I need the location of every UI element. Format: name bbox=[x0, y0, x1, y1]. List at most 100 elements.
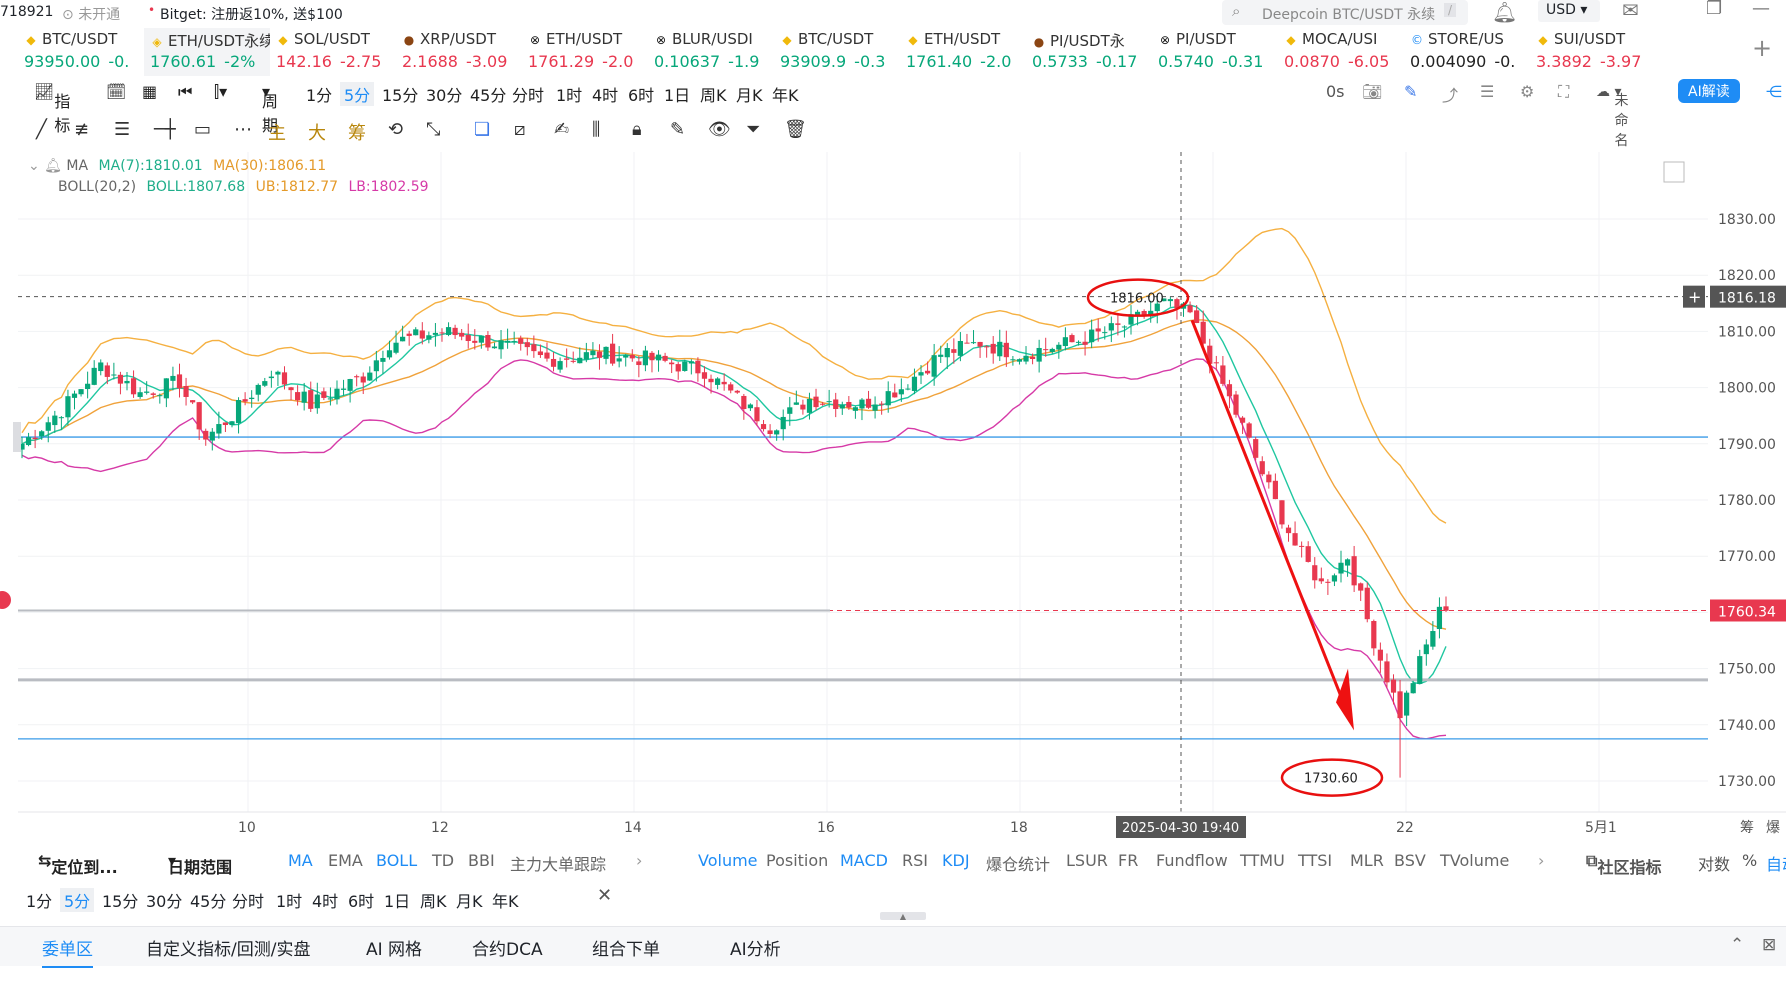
window-icon[interactable]: ❐ bbox=[1706, 0, 1723, 19]
interval-9[interactable]: 1日 bbox=[664, 86, 691, 105]
ticker-5[interactable]: ⊗ BLUR/USDI 0.10637 -1.9 bbox=[648, 28, 774, 76]
main-indicator-0[interactable]: MA bbox=[288, 851, 313, 870]
list-icon[interactable]: ☰ bbox=[1480, 82, 1495, 101]
parallel-lines-icon[interactable]: ≢ bbox=[74, 119, 90, 140]
main-indicators-more-icon[interactable]: › bbox=[636, 851, 643, 870]
ticker-11[interactable]: © STORE/US 0.004090 -0. bbox=[1404, 28, 1530, 76]
sub-indicator-0[interactable]: Volume bbox=[698, 851, 758, 870]
ruler-icon[interactable]: ⧄ bbox=[514, 119, 526, 140]
main-chart-button[interactable]: 主 bbox=[268, 123, 286, 144]
price-chart[interactable]: 1816.00 1730.60 1830.00 1820.00 1810.00 1800.… bbox=[0, 152, 1786, 842]
ai-read-button[interactable]: AI解读 bbox=[1678, 79, 1740, 103]
collapse-icon[interactable]: ⌃ bbox=[1730, 935, 1745, 955]
ticker-1[interactable]: ◈ ETH/USDT永续 1760.61 -2% bbox=[144, 28, 270, 76]
note-icon[interactable]: ✎ bbox=[670, 119, 686, 140]
camera-icon[interactable]: 📷︎ bbox=[1362, 82, 1383, 101]
close-icon[interactable]: ✕ bbox=[597, 885, 613, 906]
replay-icon[interactable]: ⏮ bbox=[178, 82, 193, 101]
interval-5[interactable]: 分时 bbox=[512, 86, 545, 105]
interval2-4[interactable]: 45分 bbox=[190, 892, 227, 911]
ticker-4[interactable]: ⊗ ETH/USDT 1761.29 -2.0 bbox=[522, 28, 648, 76]
locate-button[interactable]: ⇆ 定位到... bbox=[38, 851, 118, 877]
calendar-icon[interactable]: 🗓︎ bbox=[106, 82, 127, 101]
date-range-dropdown[interactable]: 日期范围 ▾ bbox=[168, 851, 233, 877]
brush-icon[interactable]: ✍ bbox=[554, 119, 570, 140]
interval-7[interactable]: 4时 bbox=[592, 86, 619, 105]
sub-indicator-6[interactable]: LSUR bbox=[1066, 851, 1108, 870]
interval-4[interactable]: 45分 bbox=[470, 86, 507, 105]
pencil-icon[interactable]: ✎ bbox=[1404, 82, 1418, 101]
minimize-icon[interactable]: — bbox=[1752, 0, 1770, 19]
share-network-icon[interactable]: ⋲ bbox=[1766, 82, 1782, 101]
interval-12[interactable]: 年K bbox=[772, 86, 799, 105]
main-indicator-2[interactable]: BOLL bbox=[376, 851, 418, 870]
interval-3[interactable]: 30分 bbox=[426, 86, 463, 105]
sub-indicator-4[interactable]: KDJ bbox=[942, 851, 970, 870]
search-input[interactable]: ⌕ Deepcoin BTC/USDT 永续 / bbox=[1222, 0, 1468, 25]
settings-icon[interactable]: ⚙ bbox=[1520, 82, 1535, 101]
sub-indicator-10[interactable]: TTSI bbox=[1298, 851, 1333, 870]
interval2-10[interactable]: 周K bbox=[420, 892, 447, 911]
sub-indicator-11[interactable]: MLR bbox=[1350, 851, 1384, 870]
ticker-6[interactable]: ◆ BTC/USDT 93909.9 -0.3 bbox=[774, 28, 900, 76]
lock-icon[interactable]: 🔒︎ bbox=[632, 119, 642, 140]
sub-indicator-7[interactable]: FR bbox=[1118, 851, 1139, 870]
sub-indicator-9[interactable]: TTMU bbox=[1240, 851, 1285, 870]
add-ticker-icon[interactable]: + bbox=[1752, 34, 1773, 62]
magnet-icon[interactable]: ⤡ bbox=[426, 119, 441, 140]
auto-toggle[interactable]: 自动 bbox=[1766, 855, 1786, 874]
sub-indicators-more-icon[interactable]: › bbox=[1538, 851, 1545, 870]
bottom-tab-1[interactable]: 自定义指标/回测/实盘 bbox=[146, 940, 311, 960]
log-toggle[interactable]: 对数 bbox=[1698, 855, 1731, 874]
layout-name-dropdown[interactable]: ☁ 未命名 ▾ bbox=[1596, 84, 1629, 149]
interval2-1[interactable]: 5分 bbox=[60, 888, 95, 912]
interval2-12[interactable]: 年K bbox=[492, 892, 519, 911]
bottom-tab-2[interactable]: AI 网格 bbox=[366, 940, 423, 960]
ticker-10[interactable]: ◆ MOCA/USI 0.0870 -6.05 bbox=[1278, 28, 1404, 76]
indicator-button[interactable]: 📈︎ 指标 bbox=[34, 82, 71, 135]
horizontal-ray-icon[interactable]: ─┼ bbox=[154, 119, 176, 140]
interval2-6[interactable]: 1时 bbox=[276, 892, 303, 911]
eye-icon[interactable]: 👁︎ bbox=[708, 119, 731, 140]
layout-icon[interactable]: ▦ bbox=[142, 82, 158, 101]
interval-10[interactable]: 周K bbox=[700, 86, 727, 105]
share-icon[interactable]: ⤴ bbox=[1442, 86, 1459, 105]
ticker-12[interactable]: ◆ SUI/USDT 3.3892 -3.97 bbox=[1530, 28, 1656, 76]
filter-icon[interactable]: ⏷ bbox=[746, 119, 761, 140]
sub-indicator-3[interactable]: RSI bbox=[902, 851, 928, 870]
interval2-7[interactable]: 4时 bbox=[312, 892, 339, 911]
panel-resize-handle[interactable]: ▲ bbox=[880, 912, 926, 921]
mail-icon[interactable]: ✉ bbox=[1622, 0, 1639, 22]
community-indicators-button[interactable]: ⧉ 社区指标 bbox=[1586, 851, 1662, 877]
bottom-tab-4[interactable]: 组合下单 bbox=[592, 940, 660, 960]
interval-11[interactable]: 月K bbox=[736, 86, 763, 105]
horizontal-lines-icon[interactable]: ☰ bbox=[114, 119, 131, 140]
ma-toggle-icon[interactable]: ⌄ 🔔︎ bbox=[28, 158, 62, 174]
ticker-9[interactable]: ⊗ PI/USDT 0.5740 -0.31 bbox=[1152, 28, 1278, 76]
interval2-11[interactable]: 月K bbox=[456, 892, 483, 911]
interval2-3[interactable]: 30分 bbox=[146, 892, 183, 911]
chips-button[interactable]: 筹 bbox=[348, 123, 366, 144]
interval-8[interactable]: 6时 bbox=[628, 86, 655, 105]
interval-0[interactable]: 1分 bbox=[306, 86, 333, 105]
ticker-7[interactable]: ◆ ETH/USDT 1761.40 -2.0 bbox=[900, 28, 1026, 76]
sub-indicator-1[interactable]: Position bbox=[766, 851, 829, 870]
trend-line-icon[interactable]: ╱ bbox=[36, 119, 47, 140]
bottom-tab-5[interactable]: AI分析 bbox=[730, 940, 781, 960]
candle-type-icon[interactable]: ⫿▾ bbox=[214, 82, 228, 101]
bell-icon[interactable]: 🔔︎ bbox=[1492, 0, 1518, 24]
sub-indicator-5[interactable]: 爆仓统计 bbox=[986, 855, 1051, 874]
period-dropdown[interactable]: 周期 ▾ bbox=[262, 82, 279, 135]
sub-indicator-13[interactable]: TVolume bbox=[1440, 851, 1510, 870]
promo-banner[interactable]: Bitget: 注册返10%, 送$100 bbox=[160, 7, 343, 23]
close-panel-icon[interactable]: ⊠ bbox=[1762, 935, 1777, 955]
bottom-tab-3[interactable]: 合约DCA bbox=[472, 940, 543, 960]
main-indicator-1[interactable]: EMA bbox=[328, 851, 363, 870]
ticker-0[interactable]: ◆ BTC/USDT 93950.00 -0. bbox=[18, 28, 144, 76]
measure-icon[interactable]: ⟲ bbox=[388, 119, 404, 140]
sub-indicator-8[interactable]: Fundflow bbox=[1156, 851, 1228, 870]
main-indicator-3[interactable]: TD bbox=[432, 851, 455, 870]
ticker-8[interactable]: ● PI/USDT永 0.5733 -0.17 bbox=[1026, 28, 1152, 76]
candles-icon[interactable]: ⫼ bbox=[592, 119, 601, 140]
interval-2[interactable]: 15分 bbox=[382, 86, 419, 105]
